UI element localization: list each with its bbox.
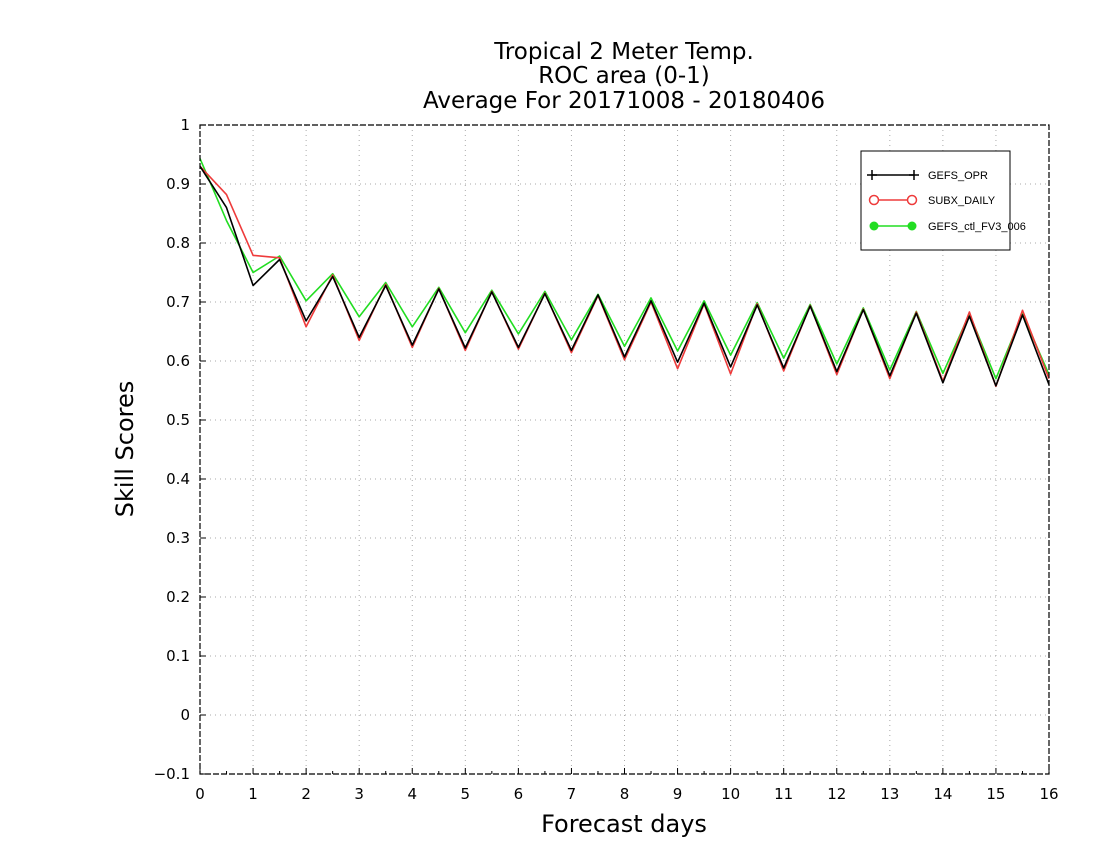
y-tick-label: 0.1	[166, 647, 190, 665]
series-line-gefs-ctl-fv3-006	[199, 158, 1050, 380]
y-tick-label: 0.3	[166, 529, 190, 547]
x-tick-label: 6	[514, 785, 524, 803]
legend-filled-circle-marker-icon	[869, 221, 879, 231]
x-tick-label: 11	[774, 785, 793, 803]
legend-label-gefs-ctl: GEFS_ctl_FV3_006	[928, 221, 1026, 233]
legend-label-subx-daily: SUBX_DAILY	[928, 195, 996, 207]
y-tick-label: 0.7	[166, 293, 190, 311]
x-tick-label: 7	[567, 785, 577, 803]
chart-title-line-1: Tropical 2 Meter Temp.	[493, 39, 754, 65]
x-axis-ticks: 0 1 2 3 4 5 6 7 8 9 10 11 12 13 14 15 16	[195, 768, 1059, 803]
legend-filled-circle-marker-icon	[907, 221, 917, 231]
x-tick-label: 4	[407, 785, 417, 803]
chart-title-group: Tropical 2 Meter Temp. ROC area (0-1) Av…	[423, 39, 825, 114]
series-line-gefs-opr	[199, 165, 1050, 387]
y-tick-label: 0.4	[166, 470, 190, 488]
legend-label-gefs-opr: GEFS_OPR	[928, 170, 988, 182]
x-tick-label: 3	[354, 785, 364, 803]
x-axis-label: Forecast days	[541, 810, 707, 838]
x-tick-label: 15	[986, 785, 1005, 803]
x-tick-label: 5	[461, 785, 471, 803]
chart-title-line-3: Average For 20171008 - 20180406	[423, 88, 825, 114]
legend-plus-marker-icon	[867, 170, 919, 180]
x-tick-label: 8	[620, 785, 630, 803]
y-tick-label: 0.5	[166, 411, 190, 429]
y-tick-label: 0	[180, 706, 190, 724]
x-tick-label: 13	[880, 785, 899, 803]
x-tick-label: 10	[721, 785, 740, 803]
x-tick-label: 2	[301, 785, 311, 803]
chart-legend: GEFS_OPR SUBX_DAILY GEFS_ctl_FV3_006	[860, 150, 1026, 251]
chart-title-line-2: ROC area (0-1)	[538, 63, 710, 89]
y-axis-ticks: −0.1 0 0.1 0.2 0.3 0.4 0.5 0.6 0.7 0.8 0.9 1	[154, 116, 206, 783]
y-tick-label: 0.9	[166, 175, 190, 193]
legend-open-circle-marker-icon	[868, 194, 880, 206]
y-tick-label: 0.8	[166, 234, 190, 252]
x-tick-label: 0	[195, 785, 205, 803]
x-tick-label: 16	[1039, 785, 1058, 803]
legend-open-circle-marker-icon	[906, 194, 918, 206]
x-tick-label: 9	[673, 785, 683, 803]
y-tick-label: 0.6	[166, 352, 190, 370]
series-lines	[199, 158, 1050, 388]
y-tick-label: −0.1	[154, 765, 190, 783]
y-axis-label: Skill Scores	[111, 381, 139, 518]
y-tick-label: 1	[180, 116, 190, 134]
x-tick-label: 12	[827, 785, 846, 803]
x-tick-label: 1	[248, 785, 258, 803]
y-tick-label: 0.2	[166, 588, 190, 606]
grid-lines	[200, 125, 1049, 774]
x-tick-label: 14	[933, 785, 952, 803]
plot-frame	[199, 124, 1050, 775]
